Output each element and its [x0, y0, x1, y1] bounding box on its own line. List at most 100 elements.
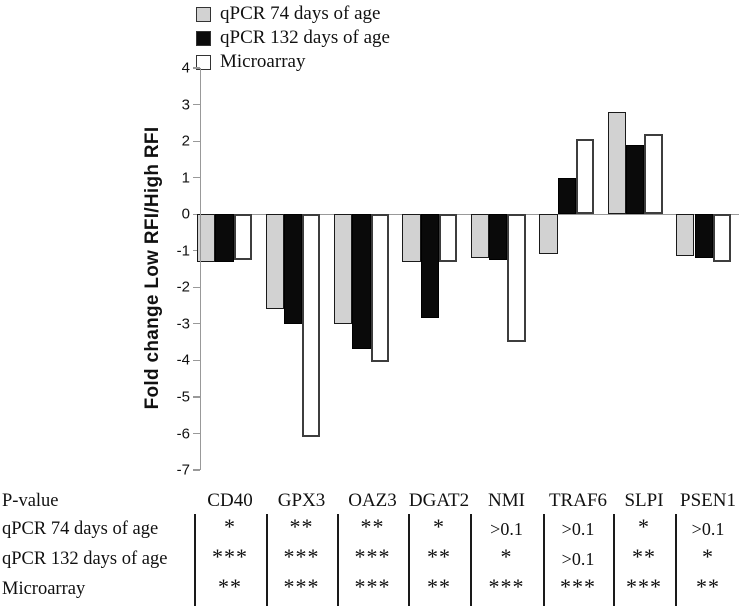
column-header-nmi: NMI — [488, 490, 525, 511]
p-value-cell: >0.1 — [691, 519, 725, 539]
bar-gpx3-series2 — [302, 214, 321, 438]
table-divider-0 — [194, 514, 196, 606]
y-tick-label: 0 — [181, 205, 190, 223]
bar-dgat2-series0 — [402, 214, 421, 262]
chart-legend: qPCR 74 days of age qPCR 132 days of age M… — [196, 2, 390, 74]
bar-cd40-series2 — [233, 214, 252, 260]
table-row-label: qPCR 132 days of age — [2, 549, 168, 569]
column-header-slpi: SLPI — [624, 490, 664, 511]
y-tick-mark — [193, 67, 200, 69]
y-tick-mark — [193, 359, 200, 361]
y-tick-mark — [193, 432, 200, 435]
y-tick-label: -2 — [176, 278, 190, 296]
y-tick-label: -6 — [176, 425, 190, 442]
bar-traf6-series1 — [557, 177, 576, 215]
y-tick-mark — [193, 286, 200, 288]
table-divider-6 — [613, 514, 615, 606]
table-corner-label: P-value — [2, 491, 59, 511]
bar-nmi-series2 — [507, 214, 526, 343]
table-row-label: qPCR 74 days of age — [2, 519, 159, 539]
y-tick-mark — [193, 177, 200, 179]
bar-psen1-series1 — [694, 214, 713, 259]
legend-swatch-white — [196, 54, 211, 70]
p-value-cell: ** — [427, 574, 451, 599]
y-tick-label: -1 — [176, 242, 190, 260]
table-divider-1 — [266, 514, 268, 606]
p-value-cell: ** — [427, 544, 451, 569]
y-tick-label: -5 — [176, 388, 190, 406]
y-tick-label: 1 — [181, 169, 190, 187]
table-divider-2 — [337, 514, 339, 606]
p-value-cell: ** — [696, 574, 720, 599]
p-value-cell: *** — [283, 574, 320, 599]
legend-swatch-gray — [196, 6, 211, 22]
table-row-label: Microarray — [2, 579, 86, 599]
y-tick-label: -3 — [176, 315, 190, 333]
y-tick-label: 2 — [181, 132, 190, 150]
y-tick-label: 4 — [181, 59, 190, 77]
p-value-cell: >0.1 — [561, 519, 595, 539]
y-tick-mark — [193, 396, 200, 398]
p-value-cell: >0.1 — [490, 519, 523, 539]
bar-oaz3-series0 — [333, 214, 353, 324]
y-tick-mark — [193, 250, 200, 252]
y-tick-mark — [193, 213, 200, 215]
p-value-cell: * — [433, 514, 445, 539]
table-divider-4 — [470, 514, 472, 606]
bar-cd40-series1 — [215, 214, 234, 262]
p-value-cell: * — [638, 514, 650, 539]
y-tick-label: -7 — [176, 461, 190, 479]
zero-line — [200, 213, 739, 215]
bar-cd40-series0 — [197, 214, 216, 262]
bar-oaz3-series1 — [352, 214, 371, 350]
table-divider-7 — [675, 514, 677, 606]
p-value-cell: *** — [212, 544, 248, 569]
bar-gpx3-series1 — [283, 214, 303, 324]
bar-slpi-series2 — [644, 133, 663, 215]
p-value-cell: >0.1 — [561, 549, 595, 569]
y-tick-mark — [193, 323, 200, 325]
p-value-cell: *** — [488, 574, 525, 599]
legend-item: qPCR 132 days of age — [196, 26, 390, 50]
p-value-cell: * — [224, 514, 236, 539]
p-value-cell: *** — [560, 574, 596, 599]
bar-psen1-series2 — [712, 214, 732, 262]
p-value-cell: ** — [289, 514, 314, 539]
y-tick-mark — [193, 469, 200, 471]
legend-item: qPCR 74 days of age — [196, 2, 390, 26]
p-value-cell: * — [702, 544, 714, 569]
bar-traf6-series0 — [539, 214, 558, 255]
bar-slpi-series1 — [626, 144, 645, 215]
y-tick-label: -4 — [176, 351, 190, 369]
legend-item: Microarray — [196, 50, 390, 74]
bar-slpi-series0 — [607, 111, 627, 215]
y-tick-mark — [193, 140, 200, 142]
legend-label: qPCR 74 days of age — [220, 3, 381, 24]
column-header-traf6: TRAF6 — [548, 490, 608, 511]
y-axis-line — [200, 68, 202, 470]
column-header-oaz3: OAZ3 — [348, 490, 397, 511]
p-value-cell: ** — [360, 514, 385, 539]
column-header-psen1: PSEN1 — [680, 490, 736, 511]
p-value-cell: *** — [283, 544, 320, 569]
p-value-cell: ** — [632, 544, 656, 569]
column-header-dgat2: DGAT2 — [408, 490, 470, 511]
bar-gpx3-series0 — [265, 214, 284, 310]
legend-label: Microarray — [220, 51, 306, 72]
p-value-cell: ** — [218, 574, 242, 599]
bar-psen1-series0 — [676, 214, 695, 257]
bar-dgat2-series1 — [420, 214, 439, 319]
legend-label: qPCR 132 days of age — [220, 27, 390, 48]
bar-dgat2-series2 — [439, 214, 458, 262]
p-value-cell: *** — [354, 574, 391, 599]
legend-swatch-black — [196, 30, 211, 46]
p-value-cell: * — [500, 544, 513, 569]
table-divider-3 — [408, 514, 410, 606]
column-header-gpx3: GPX3 — [277, 490, 326, 511]
bar-oaz3-series2 — [370, 214, 389, 363]
bar-traf6-series2 — [575, 139, 595, 215]
p-value-cell: *** — [354, 544, 391, 569]
bar-nmi-series1 — [489, 214, 508, 260]
table-divider-5 — [543, 514, 545, 606]
